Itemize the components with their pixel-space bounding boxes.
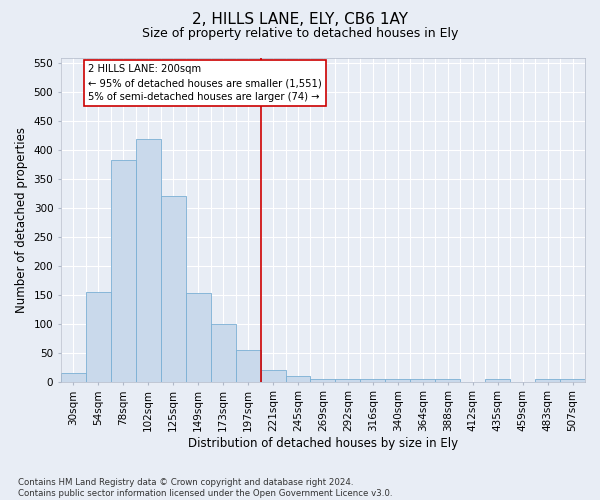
Bar <box>485 379 510 382</box>
Bar <box>260 370 286 382</box>
Text: Size of property relative to detached houses in Ely: Size of property relative to detached ho… <box>142 28 458 40</box>
Bar <box>560 379 585 382</box>
Y-axis label: Number of detached properties: Number of detached properties <box>15 126 28 312</box>
Bar <box>61 373 86 382</box>
Bar <box>385 379 410 382</box>
Bar <box>535 379 560 382</box>
Bar <box>361 379 385 382</box>
Bar <box>335 379 361 382</box>
Bar <box>211 324 236 382</box>
Bar <box>286 376 310 382</box>
Bar <box>161 196 186 382</box>
Bar <box>236 350 260 382</box>
Text: 2, HILLS LANE, ELY, CB6 1AY: 2, HILLS LANE, ELY, CB6 1AY <box>192 12 408 26</box>
Bar <box>186 293 211 382</box>
Text: 2 HILLS LANE: 200sqm
← 95% of detached houses are smaller (1,551)
5% of semi-det: 2 HILLS LANE: 200sqm ← 95% of detached h… <box>88 64 322 102</box>
Bar <box>86 292 111 382</box>
Bar <box>111 160 136 382</box>
Bar <box>136 138 161 382</box>
Bar <box>435 379 460 382</box>
Bar <box>410 379 435 382</box>
Bar <box>310 379 335 382</box>
X-axis label: Distribution of detached houses by size in Ely: Distribution of detached houses by size … <box>188 437 458 450</box>
Text: Contains HM Land Registry data © Crown copyright and database right 2024.
Contai: Contains HM Land Registry data © Crown c… <box>18 478 392 498</box>
